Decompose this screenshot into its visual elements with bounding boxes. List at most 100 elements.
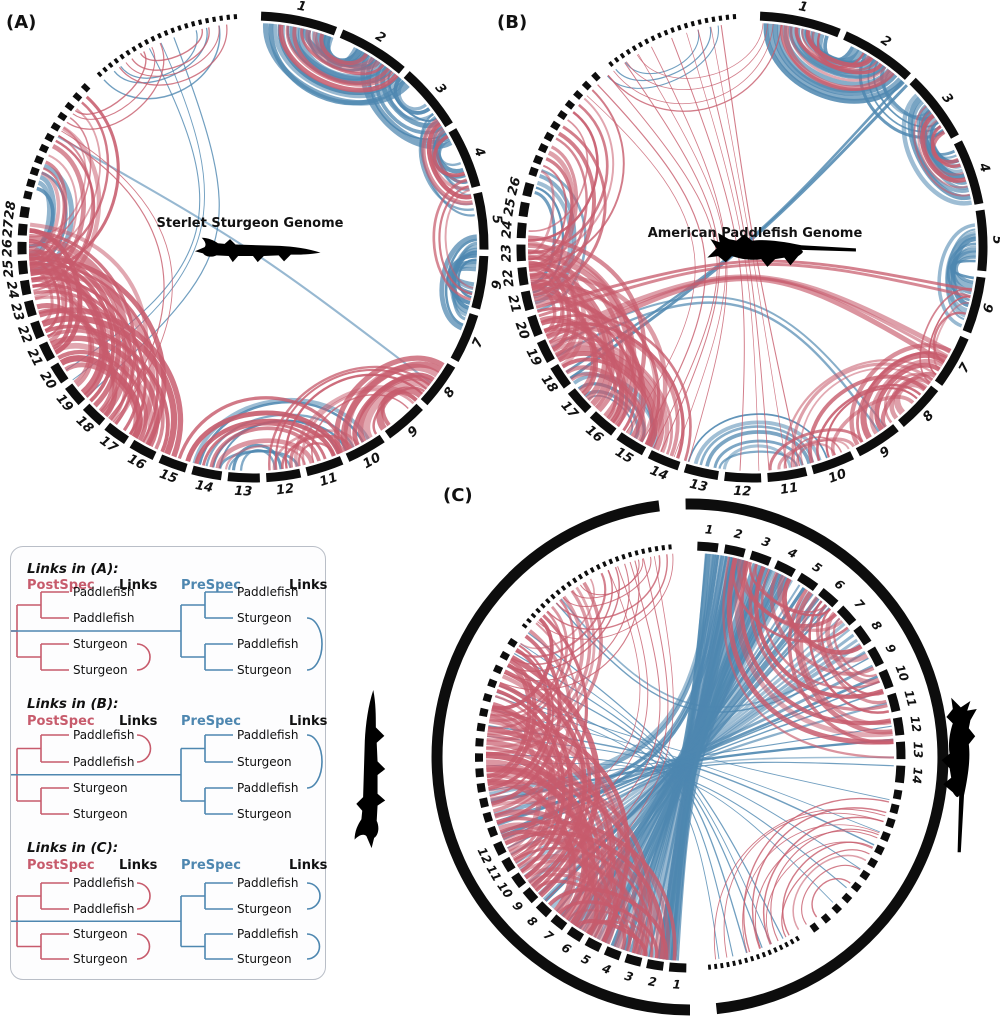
- chromosome-segment: [853, 625, 872, 646]
- chromosome-segment: [668, 962, 687, 973]
- chromosome-segment: [473, 191, 489, 250]
- dot-segment: [663, 29, 669, 36]
- dot-segment: [190, 21, 196, 27]
- postspec-link: [29, 222, 149, 425]
- dash-segment: [581, 80, 592, 91]
- links-label: Links: [289, 714, 328, 729]
- chromosome-segment: [522, 182, 535, 198]
- dash-segment: [23, 190, 33, 200]
- dot-segment: [107, 62, 114, 69]
- prespec-link: [103, 25, 221, 100]
- postspec-link: [933, 302, 970, 371]
- links-label: Links: [119, 578, 158, 593]
- prespec-label: PreSpec: [181, 578, 241, 593]
- chromosome-label: 25: [501, 197, 519, 217]
- dot-segment: [614, 556, 620, 562]
- postspec-link: [496, 689, 566, 873]
- legend-title-a: Links in (A):: [27, 561, 119, 577]
- prespec-link: [937, 223, 976, 328]
- chromosome-segment: [191, 465, 223, 481]
- legend-taxon: Sturgeon: [73, 807, 128, 821]
- postspec-link: [444, 189, 474, 289]
- chromosome-label: 9: [405, 424, 422, 441]
- dot-segment: [795, 935, 800, 942]
- postspec-link: [575, 919, 648, 957]
- postspec-link: [125, 25, 220, 77]
- pre-link-arc: [306, 617, 323, 671]
- dot-segment: [163, 30, 169, 36]
- chromosome-segment: [892, 717, 905, 736]
- postspec-link: [765, 841, 873, 945]
- dot-segment: [119, 53, 125, 60]
- dash-segment: [487, 678, 498, 689]
- chromosome-label: 12: [733, 484, 752, 500]
- legend-taxon: Paddlefish: [237, 728, 298, 742]
- postspec-link: [723, 812, 884, 958]
- chromosome-label: 20: [512, 319, 532, 341]
- dash-segment: [820, 913, 832, 924]
- postspec-link: [597, 84, 706, 443]
- dot-segment: [560, 585, 567, 591]
- dash-segment: [537, 143, 549, 154]
- postspec-link: [486, 589, 592, 742]
- legend-taxon: Sturgeon: [73, 927, 128, 941]
- prespec-link: [687, 413, 828, 463]
- postspec-link: [794, 591, 893, 735]
- chromosome-label: 6: [832, 577, 847, 593]
- dot-segment: [619, 52, 626, 59]
- dot-segment: [738, 959, 743, 965]
- postspec-link: [546, 554, 668, 630]
- chromosome-label: 9: [882, 642, 898, 656]
- panel-c-chromosome-ring: [474, 541, 906, 973]
- chromosome-label: 11: [901, 688, 919, 708]
- legend-taxon: Sturgeon: [237, 952, 292, 966]
- dot-segment: [670, 27, 675, 33]
- dash-segment: [487, 825, 499, 838]
- chromosome-label: 9: [510, 899, 526, 914]
- postspec-link: [734, 559, 893, 738]
- dash-segment: [482, 692, 493, 703]
- legend-taxon: Sturgeon: [237, 611, 292, 625]
- dash-segment: [50, 122, 61, 132]
- postspec-link: [811, 877, 851, 918]
- chromosome-segment: [17, 260, 29, 275]
- dash-segment: [57, 111, 68, 122]
- chromosome-segment: [450, 313, 479, 362]
- dash-segment: [859, 869, 871, 881]
- post-link-arc: [136, 643, 151, 671]
- postspec-link: [29, 167, 65, 261]
- prespec-link: [768, 23, 903, 101]
- sturgeon-silhouette-icon: [194, 237, 321, 263]
- chromosome-segment: [895, 741, 906, 760]
- dash-segment: [573, 89, 584, 100]
- postspec-link: [538, 262, 971, 318]
- chromosome-label: 5: [989, 235, 1000, 244]
- chromosome-label: 4: [470, 144, 488, 159]
- prespec-link: [615, 26, 711, 82]
- chromosome-label: 2: [733, 526, 744, 541]
- postspec-link: [292, 26, 391, 86]
- postspec-link: [830, 395, 915, 457]
- postspec-link: [272, 429, 359, 471]
- panel-b-title: American Paddlefish Genome: [648, 226, 863, 241]
- dot-segment: [583, 570, 589, 577]
- dash-segment: [557, 109, 568, 121]
- postspec-label: PostSpec: [27, 578, 95, 593]
- chromosome-label: 8: [441, 385, 458, 401]
- legend-trees: Paddlefish Paddlefish Sturgeon Sturgeon Padd…: [11, 585, 323, 966]
- postspec-link: [607, 24, 783, 112]
- dot-segment: [212, 16, 217, 23]
- postspec-link: [931, 130, 960, 164]
- postspec-link: [540, 314, 692, 462]
- chromosome-segment: [520, 290, 535, 312]
- postspec-link: [488, 598, 575, 730]
- chromosome-label: 23: [499, 244, 514, 262]
- chromosome-segment: [158, 454, 188, 473]
- chromosome-label: 2: [373, 29, 389, 47]
- postspec-link: [751, 807, 887, 949]
- postspec-link: [731, 557, 849, 643]
- postspec-link: [801, 864, 861, 925]
- chromosome-label: 12: [275, 481, 295, 498]
- dot-segment: [102, 66, 108, 73]
